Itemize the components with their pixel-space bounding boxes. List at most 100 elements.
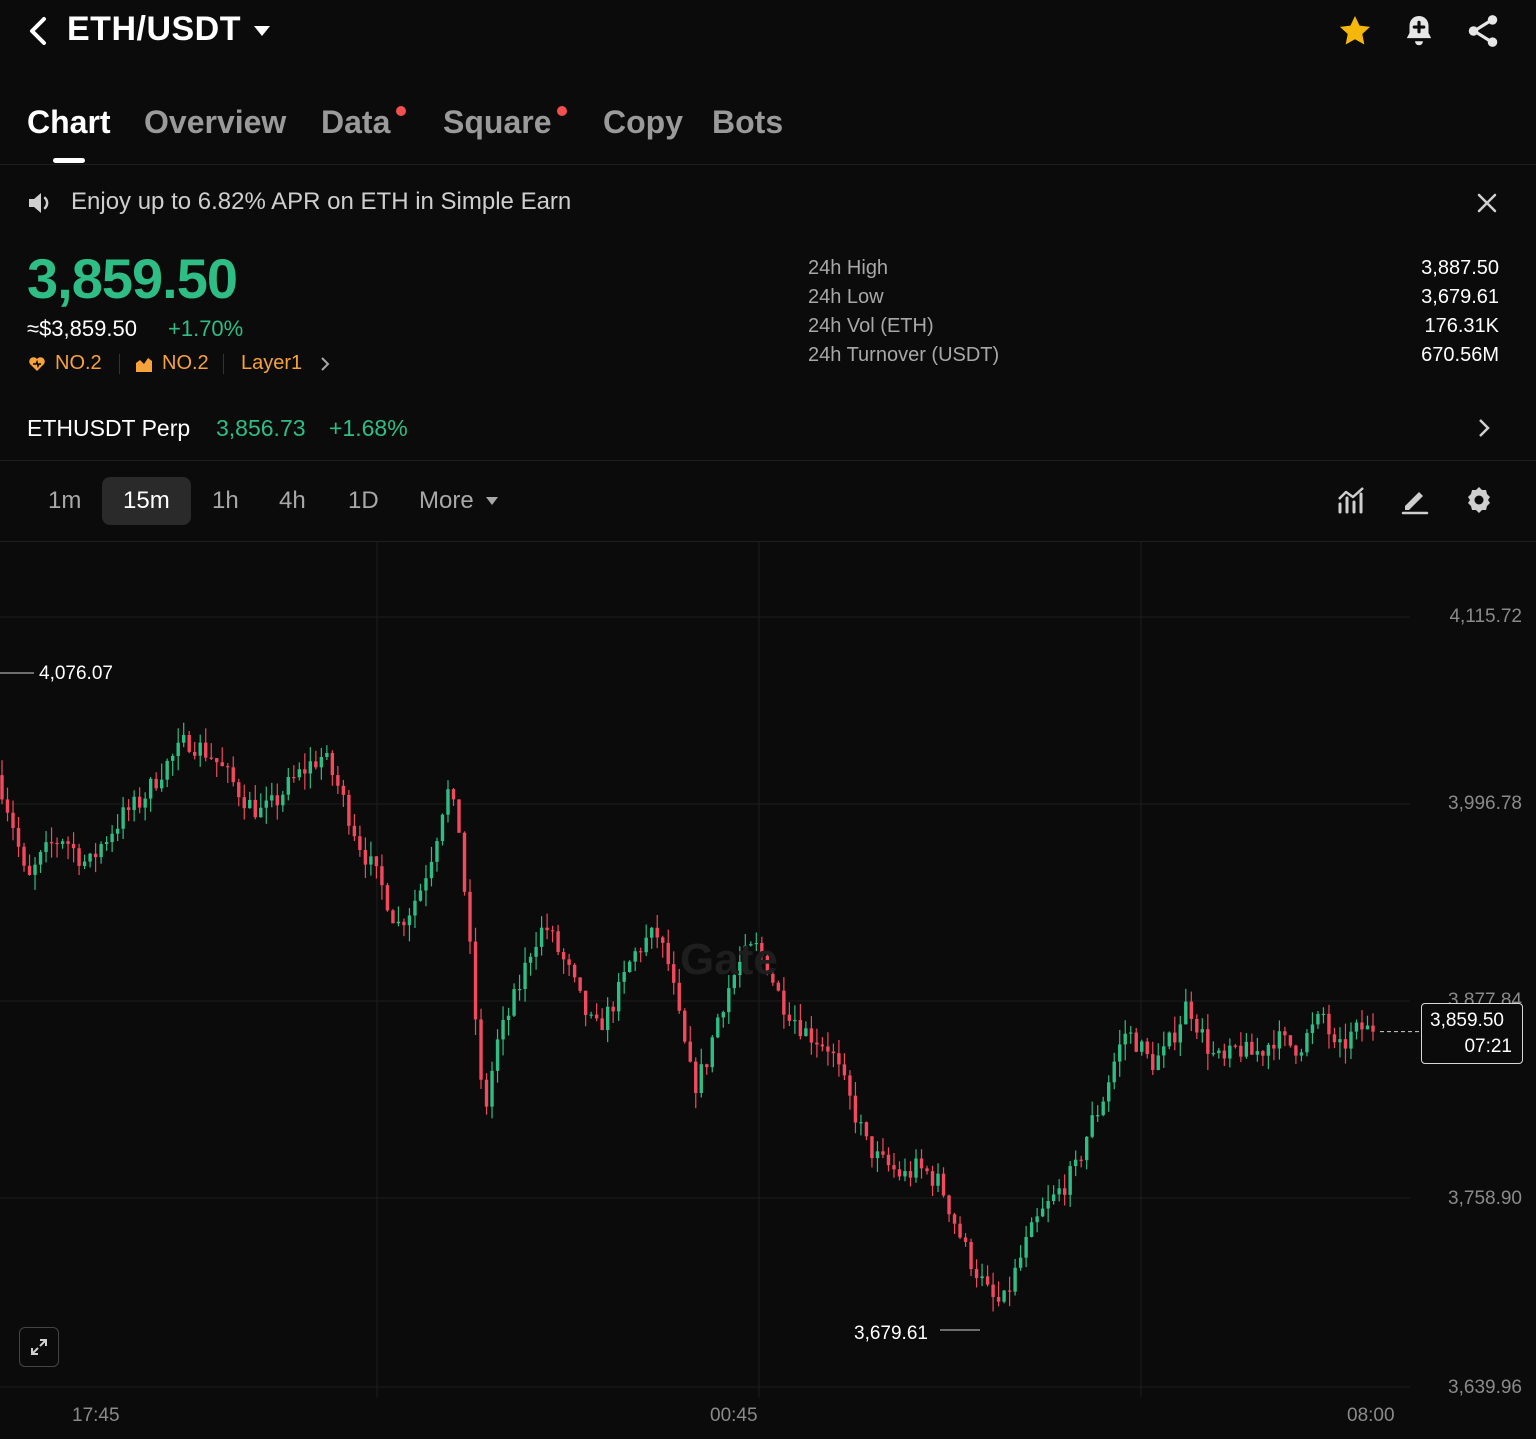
tab-chart[interactable]: Chart [27,104,111,140]
stat-label-turnover: 24h Turnover (USDT) [808,344,1000,366]
draw-pencil-icon[interactable] [1399,484,1431,516]
tab-data[interactable]: Data [321,104,391,140]
active-tab-indicator [53,158,85,163]
stat-value-high: 3,887.50 [1421,257,1499,279]
candle-body [380,866,384,886]
share-icon[interactable] [1464,12,1502,50]
candle-body [352,825,357,837]
candle-body [115,828,120,834]
candle-body [319,756,324,768]
candle-body [369,856,373,865]
candle-body [512,989,516,1016]
interval-4h[interactable]: 4h [279,487,306,514]
candle-body [815,1042,819,1045]
interval-1m[interactable]: 1m [48,487,82,514]
candle-body [572,964,577,978]
caret-down-icon[interactable] [254,26,270,36]
candle-body [963,1237,968,1242]
chevron-right-icon[interactable] [318,356,332,372]
candle-body [1057,1188,1061,1195]
candle-body [925,1168,929,1172]
rank-chart-icon [136,358,152,372]
interval-more[interactable]: More [419,487,474,514]
category-tag[interactable]: Layer1 [241,352,303,374]
candle-body [793,1020,797,1022]
candle-body [661,937,665,943]
pair-title[interactable]: ETH/USDT [67,10,241,48]
stat-value-volume: 176.31K [1424,315,1499,337]
candle-body [275,795,280,806]
fullscreen-button[interactable] [19,1327,59,1367]
candle-body [1112,1061,1116,1083]
tag-separator [119,354,120,374]
bell-icon[interactable] [1400,12,1438,50]
candle-body [1327,1013,1331,1035]
candle-body [743,945,748,962]
rank-tag-1[interactable]: NO.2 [55,352,102,374]
hot-rank-icon [29,357,45,371]
candle-body [1272,1044,1276,1049]
candle-body [699,1064,703,1094]
candle-body [226,766,230,768]
candle-body [1321,1013,1326,1016]
candle-body [1222,1050,1227,1059]
perp-divider [0,460,1536,461]
caret-down-icon[interactable] [486,497,498,505]
tab-copy[interactable]: Copy [603,104,683,140]
candle-countdown: 07:21 [1464,1036,1512,1057]
close-icon[interactable] [1476,192,1498,214]
tab-overview[interactable]: Overview [144,104,287,140]
interval-15m[interactable]: 15m [123,487,170,514]
candle-body [66,841,70,844]
star-icon[interactable] [1336,12,1374,50]
tab-bots[interactable]: Bots [712,104,784,140]
candle-body [1371,1025,1375,1032]
candle-body [616,981,621,1012]
candle-body [754,942,759,945]
candle-body [886,1154,891,1166]
promo-banner-text[interactable]: Enjoy up to 6.82% APR on ETH in Simple E… [71,188,572,215]
candle-body [1145,1041,1149,1055]
chevron-right-icon[interactable] [1476,417,1492,439]
back-icon[interactable] [26,14,54,48]
candle-body [1029,1222,1034,1237]
candle-body [1013,1267,1017,1292]
candle-body [1024,1236,1028,1258]
tab-square[interactable]: Square [443,104,552,140]
tab-data-notification-dot [396,106,406,116]
candle-body [292,776,296,779]
candle-body [550,930,555,932]
indicators-icon[interactable] [1336,484,1368,516]
candle-body [1217,1050,1221,1054]
candle-body [980,1276,984,1279]
candle-body [1134,1032,1138,1052]
candle-body [242,797,246,809]
candle-body [38,852,43,865]
rank-tag-2[interactable]: NO.2 [162,352,209,374]
candle-body [826,1046,830,1052]
perp-name[interactable]: ETHUSDT Perp [27,415,191,441]
candle-body [655,927,659,938]
candle-body [567,959,571,965]
candle-body [259,807,263,818]
candlestick-chart[interactable] [0,542,1536,1439]
interval-1d[interactable]: 1D [348,487,379,514]
x-axis-label: 17:45 [72,1405,120,1426]
tag-separator [223,354,224,374]
interval-1h[interactable]: 1h [212,487,239,514]
speaker-icon [29,193,49,213]
candle-body [903,1171,907,1177]
candle-body [204,742,208,758]
candle-body [936,1173,940,1186]
candle-body [60,841,65,844]
candle-body [688,1041,692,1062]
candle-body [683,1010,687,1042]
candle-body [1200,1029,1205,1033]
candle-body [600,1018,604,1031]
candle-body [1206,1029,1210,1054]
candle-body [237,782,241,798]
candle-body [336,775,340,786]
candle-body [589,1014,593,1016]
candle-body [5,799,10,813]
settings-gear-icon[interactable] [1463,484,1495,516]
